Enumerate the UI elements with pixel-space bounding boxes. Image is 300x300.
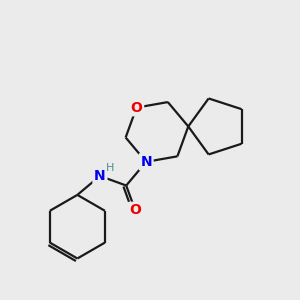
Text: N: N — [140, 155, 152, 169]
Text: N: N — [94, 169, 106, 183]
Text: O: O — [130, 100, 142, 115]
Text: H: H — [106, 163, 114, 173]
Text: O: O — [129, 203, 141, 218]
